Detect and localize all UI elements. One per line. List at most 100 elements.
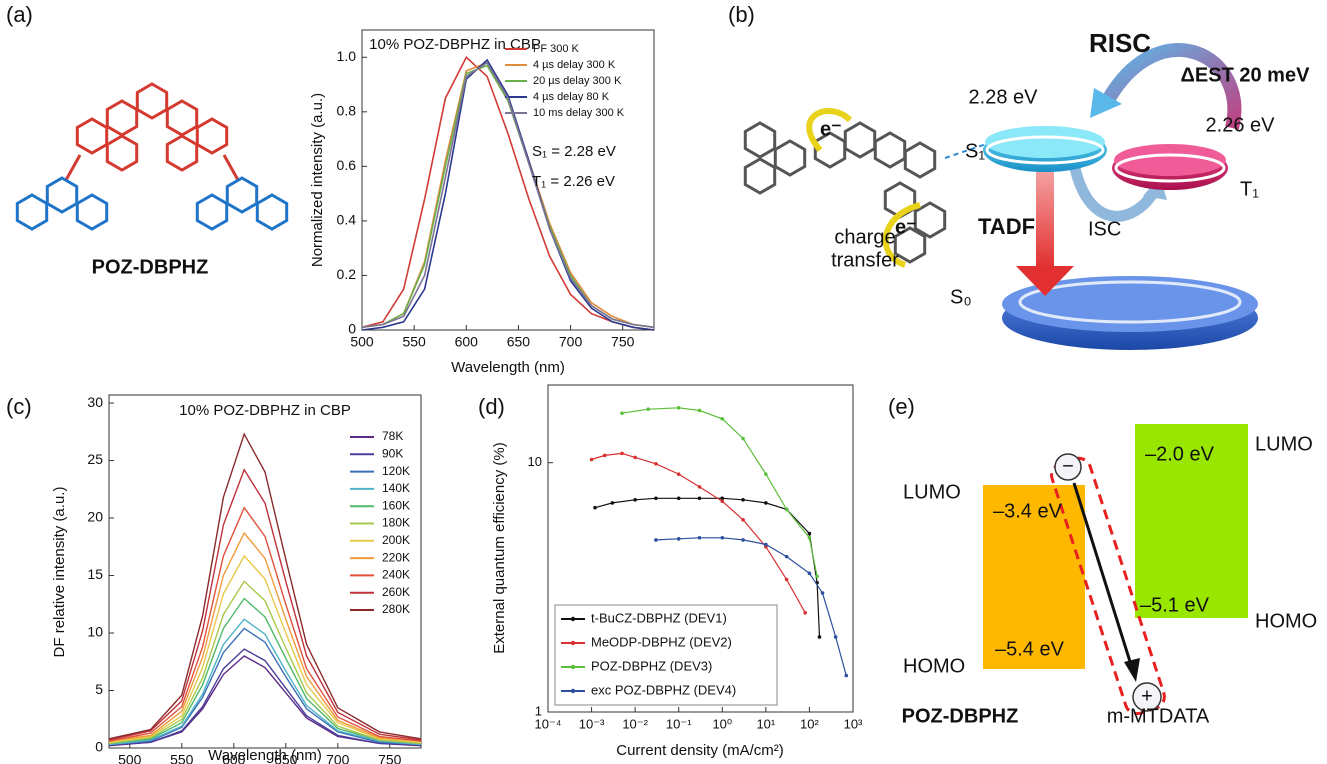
x-tick-label: 550 [170,752,194,764]
data-point [697,535,702,540]
x-tick-label: 750 [378,752,402,764]
data-point [589,457,594,462]
data-point [697,485,702,489]
data-point [633,455,637,460]
data-point [593,505,597,510]
panel-label: (e) [888,394,915,419]
legend-label: POZ-DBPHZ (DEV3) [591,658,712,673]
electron-label: e⁻ [895,216,917,238]
energy-value: –5.4 eV [995,638,1065,660]
chart-title: 10% POZ-DBPHZ in CBP [179,402,351,419]
x-tick-label: 10¹ [756,716,775,731]
molecule-drawing: POZ-DBPHZ [15,82,289,278]
x-tick-label: 700 [559,334,583,350]
level-label: HOMO [1255,610,1317,632]
series-line [108,655,422,747]
y-tick-label: 30 [87,394,103,410]
legend-label: 280K [382,602,410,616]
legend-marker [570,664,576,670]
data-point [610,501,615,505]
annotation: S₁ = 2.28 eV [532,143,616,160]
x-tick-label: 10⁻¹ [666,716,692,731]
legend-label: t-BuCZ-DBPHZ (DEV1) [591,610,727,625]
x-tick-label: 550 [402,334,426,350]
legend-label: 180K [382,516,410,530]
legend-label: 140K [382,481,410,495]
data-point [764,501,768,505]
s1-disk [985,126,1105,158]
level-label: LUMO [1255,433,1313,455]
delta-est-label: ΔEST 20 meV [1181,64,1311,86]
y-tick-label: 5 [95,681,103,697]
series-line [108,627,422,746]
data-point [817,635,822,639]
y-axis-label: DF relative intensity (a.u.) [51,487,68,658]
panel-label: (a) [6,2,33,27]
jablonski-diagram: e⁻ e⁻ charge transfer RISC ΔEST 20 meV 2… [743,28,1311,350]
state-label: T₁ [1240,178,1259,200]
data-point [633,497,637,502]
data-point [697,408,702,413]
x-tick-label: 650 [274,752,298,764]
acceptor-core [64,82,240,181]
level-label: HOMO [903,655,965,677]
state-label: S₀ [950,286,972,308]
legend-label: 4 µs delay 80 K [533,91,610,103]
data-point [815,574,819,579]
chart-title: 10% POZ-DBPHZ in CBP [369,36,541,53]
tadf-label: TADF [978,214,1035,239]
x-tick-label: 10⁻⁴ [535,716,562,731]
data-point [741,518,745,522]
legend-label: MeODP-DBPHZ (DEV2) [591,634,732,649]
legend-label: 10 ms delay 300 K [533,107,625,119]
material-name: m-MTDATA [1107,705,1210,727]
data-point [833,635,838,639]
data-point [620,411,624,415]
legend-marker [570,688,576,694]
x-tick-label: 10⁻² [622,716,648,731]
legend-box [554,604,778,706]
series-line [108,597,422,745]
y-tick-label: 0.2 [337,266,357,282]
series-line [361,61,655,329]
donor-units [15,176,289,231]
data-point [784,577,789,582]
energy-level-diagram: − + LUMO HOMO –3.4 eV –5.4 eV –2.0 eV –5… [902,424,1317,727]
ct-label: charge [834,226,895,248]
state-label: S₁ [965,140,985,162]
legend-label: 20 µs delay 300 K [533,75,622,87]
data-point [784,507,789,512]
y-tick-label: 0.6 [337,157,357,173]
legend-label: 78K [382,429,403,443]
data-point [784,554,789,559]
data-point [676,472,681,476]
data-point [654,538,658,542]
data-point [720,535,725,540]
y-tick-label: 0 [95,739,103,755]
y-tick-label: 0 [348,321,356,337]
electron-circle [1054,453,1082,481]
y-tick-label: 25 [87,451,103,467]
series-line [621,407,818,577]
data-point [697,496,702,501]
molecule-label: POZ-DBPHZ [92,256,209,278]
t1-disk [1114,144,1226,176]
data-point [720,499,725,504]
electron-sign: − [1062,455,1074,477]
legend-label: 160K [382,498,410,512]
y-tick-label: 10 [528,454,542,469]
data-point [741,538,745,542]
data-point [807,531,812,536]
data-point [764,472,768,476]
series-line [108,648,422,746]
x-tick-label: 10⁻³ [579,716,605,731]
hole-circle [1132,682,1162,712]
series-line [108,506,422,742]
data-point [803,610,808,615]
data-point [620,451,624,456]
legend-marker [570,640,576,646]
x-tick-label: 10⁰ [712,716,732,731]
x-tick-label: 10² [800,716,819,731]
data-point [741,436,745,441]
isc-arrow [1069,166,1160,222]
